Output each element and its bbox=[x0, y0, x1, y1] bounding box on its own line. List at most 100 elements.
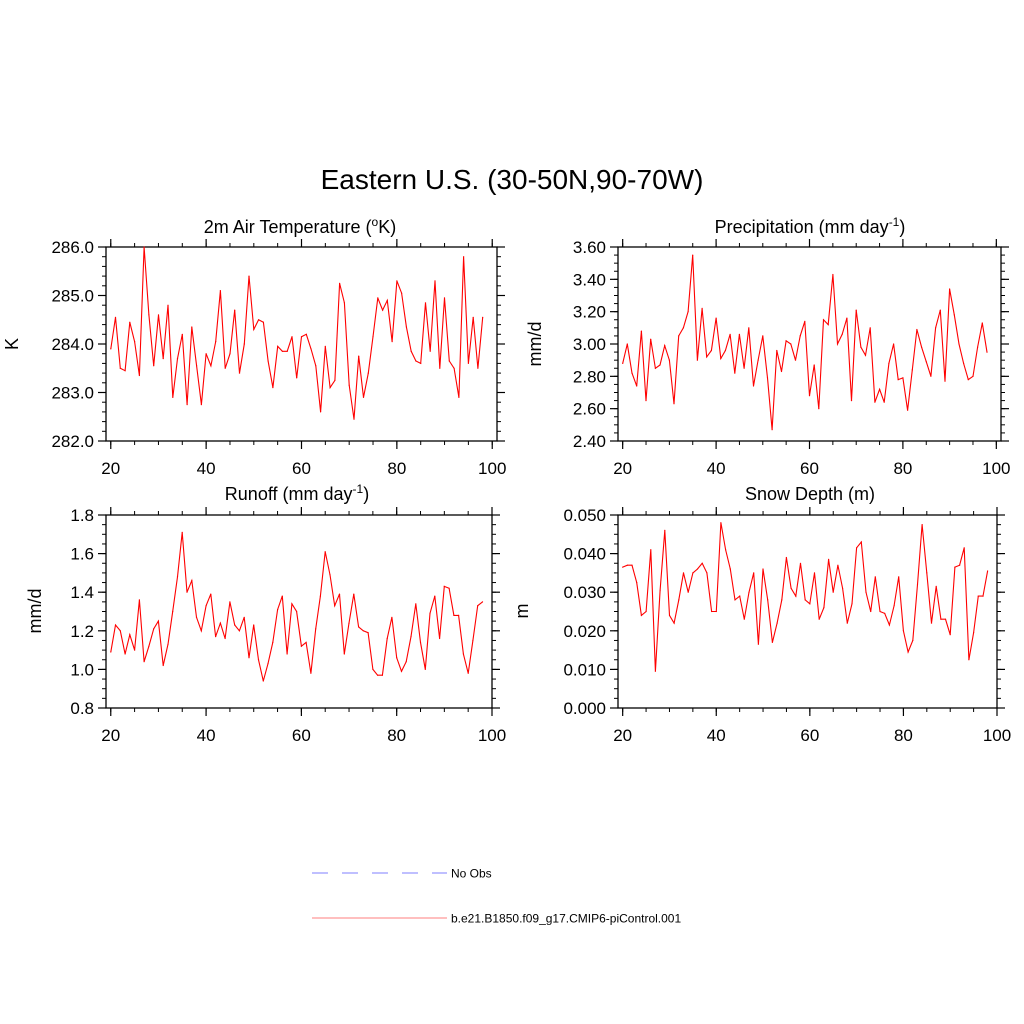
data-point bbox=[353, 593, 355, 595]
x-tick-label: 80 bbox=[893, 459, 912, 478]
data-point bbox=[153, 628, 155, 630]
data-point bbox=[757, 643, 760, 645]
data-point bbox=[129, 321, 131, 323]
data-point bbox=[415, 603, 417, 605]
data-point bbox=[753, 572, 755, 574]
data-point bbox=[434, 595, 436, 597]
data-point bbox=[482, 316, 484, 318]
data-point bbox=[339, 282, 341, 284]
data-point bbox=[706, 572, 708, 574]
legend-model-label: b.e21.B1850.f09_g17.CMIP6-piControl.001 bbox=[451, 912, 681, 926]
data-point bbox=[219, 622, 221, 624]
data-point bbox=[720, 357, 722, 360]
series-line bbox=[622, 522, 989, 672]
data-point bbox=[114, 624, 117, 626]
data-point bbox=[191, 580, 193, 582]
y-axis-label: mm/d bbox=[25, 589, 45, 634]
data-point bbox=[367, 632, 369, 634]
data-point bbox=[692, 572, 694, 574]
data-point bbox=[167, 304, 169, 306]
data-point bbox=[902, 630, 905, 632]
data-point bbox=[448, 360, 450, 362]
data-point bbox=[210, 365, 212, 367]
panel-title: Snow Depth (m) bbox=[745, 484, 875, 504]
data-point bbox=[172, 396, 174, 398]
data-point bbox=[205, 353, 207, 355]
data-point bbox=[850, 400, 853, 402]
data-point bbox=[781, 599, 783, 601]
data-point bbox=[277, 345, 279, 347]
data-point bbox=[481, 601, 484, 603]
y-tick-label: 1.6 bbox=[70, 545, 94, 564]
y-tick-label: 2.40 bbox=[573, 432, 606, 451]
data-point bbox=[982, 595, 984, 597]
data-point bbox=[434, 280, 436, 282]
data-point bbox=[472, 316, 474, 318]
data-point bbox=[281, 350, 283, 352]
data-point bbox=[453, 614, 455, 617]
data-point bbox=[715, 610, 717, 613]
data-point bbox=[762, 335, 764, 337]
data-point bbox=[972, 375, 974, 377]
y-tick-label: 2.80 bbox=[573, 367, 606, 386]
y-tick-label: 1.0 bbox=[70, 660, 94, 679]
y-tick-label: 3.20 bbox=[573, 303, 606, 322]
data-point bbox=[138, 599, 140, 601]
data-point bbox=[967, 379, 969, 381]
data-point bbox=[767, 599, 769, 601]
data-point bbox=[645, 610, 647, 613]
data-point bbox=[898, 576, 900, 578]
panel-title: Precipitation (mm day-1) bbox=[715, 215, 906, 237]
data-point bbox=[405, 326, 407, 328]
data-point bbox=[210, 593, 212, 595]
data-point bbox=[296, 377, 298, 379]
data-point bbox=[443, 585, 445, 588]
data-point bbox=[262, 321, 264, 323]
data-point bbox=[738, 333, 741, 335]
data-point bbox=[785, 556, 788, 559]
data-point bbox=[864, 354, 867, 356]
data-point bbox=[925, 361, 927, 363]
data-point bbox=[926, 572, 928, 574]
series-line bbox=[110, 532, 483, 682]
data-point bbox=[424, 302, 427, 304]
data-point bbox=[119, 630, 121, 632]
data-point bbox=[215, 636, 217, 638]
y-axis-label: m bbox=[512, 604, 532, 619]
data-point bbox=[338, 593, 341, 595]
data-point bbox=[114, 316, 117, 318]
series-line bbox=[622, 255, 988, 430]
data-point bbox=[162, 664, 164, 667]
plot-frame bbox=[105, 514, 493, 709]
panel-precipitation: 2.40 2.60 2.80 3.00 3.20 3.40 3.60 20 40 60 80 100 P… bbox=[525, 215, 1011, 478]
data-point bbox=[348, 622, 350, 624]
data-point bbox=[329, 387, 331, 389]
data-point bbox=[286, 653, 288, 655]
x-tick-label: 40 bbox=[707, 459, 726, 478]
data-point bbox=[841, 333, 843, 335]
data-point bbox=[195, 616, 198, 618]
data-point bbox=[448, 587, 450, 589]
data-point bbox=[935, 585, 937, 588]
data-point bbox=[348, 384, 350, 386]
y-axis-label: K bbox=[2, 338, 22, 350]
data-point bbox=[790, 343, 792, 345]
data-point bbox=[813, 364, 815, 366]
data-point bbox=[272, 641, 274, 644]
data-point bbox=[958, 343, 960, 345]
data-point bbox=[860, 346, 862, 348]
data-point bbox=[870, 610, 872, 613]
data-point bbox=[157, 620, 159, 622]
data-point bbox=[879, 610, 881, 613]
data-point bbox=[176, 576, 179, 578]
data-point bbox=[912, 639, 914, 642]
data-point bbox=[794, 359, 797, 361]
data-point bbox=[963, 362, 965, 364]
data-point bbox=[771, 641, 774, 644]
data-point bbox=[837, 564, 839, 566]
data-point bbox=[842, 587, 844, 589]
data-point bbox=[305, 333, 307, 335]
y-tick-label: 284.0 bbox=[51, 335, 94, 354]
data-point bbox=[701, 562, 703, 564]
legend: No Obs b.e21.B1850.f09_g17.CMIP6-piContr… bbox=[312, 867, 681, 926]
